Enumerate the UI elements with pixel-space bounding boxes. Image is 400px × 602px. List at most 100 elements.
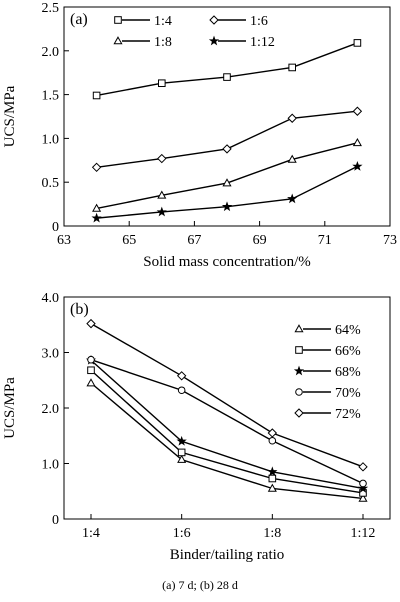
a-data-point xyxy=(352,106,363,116)
a-y-tick-label: 0 xyxy=(52,220,59,235)
b-x-tick-label: 1:12 xyxy=(351,526,376,541)
b-series xyxy=(86,378,368,502)
b-y-tick-label: 0 xyxy=(52,513,59,528)
a-data-point xyxy=(222,178,232,187)
b-legend-label: 68% xyxy=(335,365,361,380)
b-data-point xyxy=(267,466,278,477)
b-data-point xyxy=(86,378,96,387)
b-y-axis-title: UCS/MPa xyxy=(2,377,18,439)
b-legend-label: 66% xyxy=(335,344,361,359)
figure-caption: (a) 7 d; (b) 28 d xyxy=(162,578,238,592)
a-data-point xyxy=(288,63,296,72)
b-legend-label: 72% xyxy=(335,407,361,422)
a-data-point xyxy=(353,39,362,47)
b-x-axis-title: Binder/tailing ratio xyxy=(170,547,285,563)
b-legend-marker xyxy=(293,365,305,376)
chart-panel-b: 0 1.0 2.0 3.0 4.0 1:4 1:6 1:8 1:12 Binder/tailing… xyxy=(2,291,391,563)
b-data-point xyxy=(267,483,277,492)
a-y-tick-label: 2.5 xyxy=(42,1,60,16)
a-legend-marker xyxy=(113,36,123,45)
b-data-point xyxy=(268,436,277,445)
a-data-point xyxy=(352,137,362,147)
b-data-point xyxy=(268,474,277,483)
a-series-line xyxy=(96,42,358,97)
b-y-tick-label: 3.0 xyxy=(42,347,60,362)
a-data-point xyxy=(223,73,231,81)
b-y-tick-label: 1.0 xyxy=(42,458,60,473)
a-y-tick-label: 1.0 xyxy=(42,132,60,147)
b-series-line xyxy=(90,323,364,468)
b-data-point xyxy=(87,355,95,364)
b-series-line xyxy=(90,359,364,490)
b-series-line xyxy=(90,382,364,500)
b-panel-label: (b) xyxy=(70,301,89,318)
a-x-axis-title: Solid mass concentration/% xyxy=(143,254,310,270)
b-data-point xyxy=(358,493,368,502)
a-legend-label: 1:4 xyxy=(154,14,172,29)
chart-panel-a: 0 0.5 1.0 1.5 2.0 2.5 63 65 67 69 71 73 Solid mass c… xyxy=(2,1,397,270)
b-series-line xyxy=(90,369,364,494)
a-legend-marker xyxy=(114,16,122,24)
b-data-point xyxy=(177,448,186,457)
a-series xyxy=(91,106,363,173)
a-legend-label: 1:12 xyxy=(250,35,275,50)
a-series xyxy=(92,137,362,212)
a-data-point xyxy=(352,161,363,171)
a-series-line xyxy=(96,165,358,219)
a-x-tick-label: 67 xyxy=(187,233,201,248)
b-series xyxy=(85,354,369,493)
b-data-point xyxy=(86,318,96,329)
b-data-point xyxy=(87,366,95,375)
a-data-point xyxy=(91,162,102,173)
a-data-point xyxy=(287,154,297,163)
a-panel-label: (a) xyxy=(70,11,88,28)
b-data-point xyxy=(177,386,186,395)
a-x-tick-label: 69 xyxy=(253,233,267,248)
a-plot-frame xyxy=(63,6,391,227)
b-y-tick-label: 2.0 xyxy=(42,402,60,417)
b-series xyxy=(87,355,367,488)
b-data-point xyxy=(177,454,187,463)
b-data-point xyxy=(176,371,187,381)
a-legend-label: 1:6 xyxy=(250,14,268,29)
b-legend-marker xyxy=(294,408,304,418)
b-data-point xyxy=(359,479,367,488)
a-data-point xyxy=(92,203,102,212)
b-data-point xyxy=(357,483,369,493)
b-series xyxy=(86,318,368,472)
a-y-tick-label: 2.0 xyxy=(42,45,60,60)
b-legend-marker xyxy=(295,388,303,396)
a-data-point xyxy=(157,153,167,164)
b-legend-marker xyxy=(295,346,303,354)
a-data-point xyxy=(287,113,297,123)
a-data-point xyxy=(156,206,167,217)
a-y-tick-label: 1.5 xyxy=(42,89,60,104)
b-x-tick-label: 1:8 xyxy=(263,526,281,541)
b-legend-label: 64% xyxy=(335,323,361,338)
b-series-line xyxy=(90,359,364,485)
a-series xyxy=(92,39,362,100)
a-legend-marker xyxy=(209,15,219,25)
a-legend-marker xyxy=(208,35,220,46)
a-x-tick-label: 71 xyxy=(318,233,332,248)
b-legend-label: 70% xyxy=(335,386,361,401)
a-series-line xyxy=(96,110,358,169)
a-x-tick-label: 63 xyxy=(57,233,71,248)
a-x-tick-label: 73 xyxy=(383,233,397,248)
a-y-axis-title: UCS/MPa xyxy=(2,85,18,147)
a-data-point xyxy=(91,212,102,223)
a-data-point xyxy=(221,201,233,212)
b-data-point xyxy=(358,462,368,472)
b-x-tick-label: 1:6 xyxy=(173,526,191,541)
a-legend-label: 1:8 xyxy=(154,35,172,50)
a-x-tick-label: 65 xyxy=(122,233,136,248)
a-data-point xyxy=(157,190,167,199)
b-legend-marker xyxy=(294,324,304,333)
b-series xyxy=(87,366,367,497)
a-data-point xyxy=(158,79,166,88)
b-data-point xyxy=(267,428,278,438)
b-x-tick-label: 1:4 xyxy=(82,526,100,541)
b-data-point xyxy=(176,435,187,446)
a-y-tick-label: 0.5 xyxy=(42,176,60,191)
